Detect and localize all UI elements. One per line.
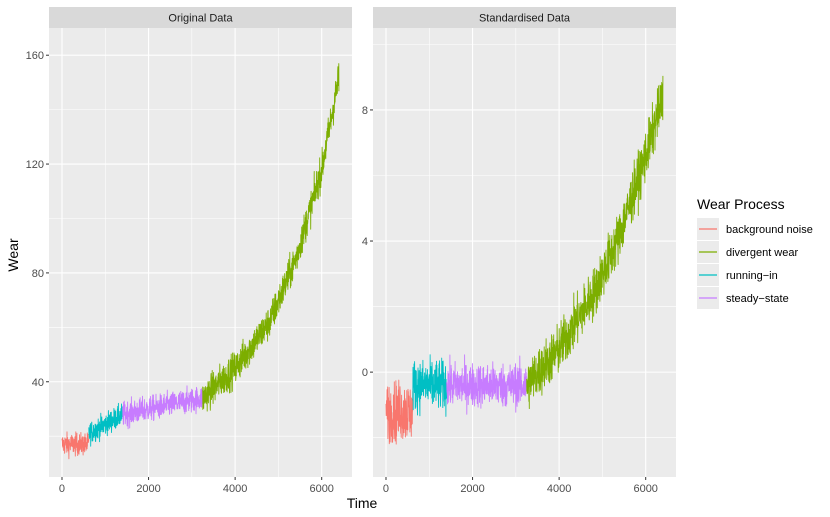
y-tick-label: 4 <box>362 236 368 248</box>
series-line-background-noise <box>385 379 414 445</box>
y-axis-title: Wear <box>5 238 21 272</box>
legend-items: background noise divergent wear running−in… <box>697 218 813 309</box>
legend-item: divergent wear <box>697 241 798 263</box>
legend-label: running−in <box>726 270 778 282</box>
legend-item: background noise <box>697 218 813 240</box>
legend-item: steady−state <box>697 287 789 309</box>
series-line-steady-state <box>446 354 528 415</box>
x-tick-label: 2000 <box>460 483 484 495</box>
series-line-background-noise <box>61 431 90 460</box>
facet-strip <box>49 7 352 28</box>
x-tick-label: 2000 <box>136 483 160 495</box>
x-axis-title: Time <box>347 495 378 511</box>
y-tick-label: 80 <box>32 268 44 280</box>
panel-background <box>373 28 676 477</box>
series-lines <box>385 75 664 445</box>
facet-strip <box>373 7 676 28</box>
x-tick-label: 6000 <box>633 483 657 495</box>
x-tick-label: 0 <box>59 483 65 495</box>
legend: Wear Process background noise divergent w… <box>697 196 813 309</box>
series-line-running-in <box>412 354 448 417</box>
y-tick-label: 120 <box>26 159 44 171</box>
legend-item: running−in <box>697 264 778 286</box>
y-tick-label: 0 <box>362 367 368 379</box>
series-lines <box>61 63 340 460</box>
x-tick-label: 0 <box>383 483 389 495</box>
legend-title: Wear Process <box>697 196 785 212</box>
x-tick-label: 4000 <box>223 483 247 495</box>
series-line-running-in <box>88 402 124 447</box>
y-tick-label: 160 <box>26 50 44 62</box>
series-line-divergent-wear <box>526 75 664 410</box>
x-tick-label: 4000 <box>547 483 571 495</box>
x-tick-label: 6000 <box>309 483 333 495</box>
y-tick-label: 8 <box>362 105 368 117</box>
y-tick-label: 40 <box>32 377 44 389</box>
panel-standardised-data: Standardised Data 0 2000 4000 6000 0 4 8 <box>362 7 676 495</box>
facet-strip-label: Original Data <box>168 13 233 25</box>
legend-label: divergent wear <box>726 247 798 259</box>
series-line-steady-state <box>122 385 204 430</box>
panel-background <box>49 28 352 477</box>
legend-label: steady−state <box>726 293 789 305</box>
legend-label: background noise <box>726 224 813 236</box>
panel-original-data: Original Data 0 2000 4000 6000 40 80 120 160 <box>26 7 352 495</box>
facet-strip-label: Standardised Data <box>479 13 571 25</box>
series-line-divergent-wear <box>202 63 340 412</box>
